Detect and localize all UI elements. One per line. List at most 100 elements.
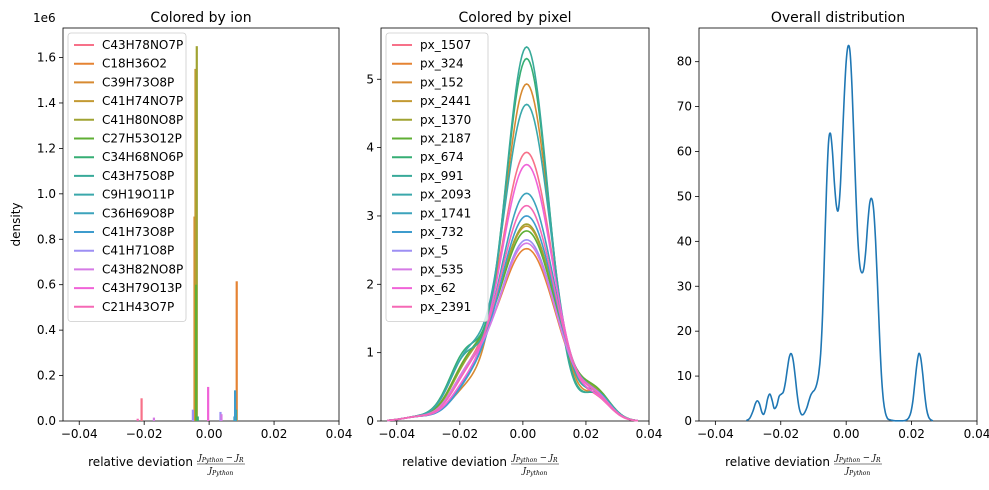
x-tick-label: 0.02	[261, 427, 288, 441]
legend-entry: px_324	[420, 57, 464, 71]
y-tick-label: 0.4	[37, 323, 56, 337]
histogram-bar	[152, 417, 156, 421]
x-tick-label: 0.04	[636, 427, 663, 441]
legend-frame	[385, 32, 489, 322]
y-tick-label: 2	[366, 277, 374, 291]
histogram-bar	[220, 414, 223, 421]
legend-entry: px_152	[420, 75, 464, 89]
legend-entry: px_1507	[420, 38, 471, 52]
histogram-bar	[136, 418, 139, 421]
y-offset-text: 1e6	[33, 11, 56, 25]
legend-entry: C36H69O8P	[102, 206, 174, 220]
x-tick-label: 0.00	[833, 427, 860, 441]
y-tick-label: 50	[677, 189, 692, 203]
y-tick-label: 30	[677, 279, 692, 293]
y-tick-label: 0.2	[37, 369, 56, 383]
y-tick-label: 1.0	[37, 187, 56, 201]
x-tick-label: 0.04	[326, 427, 353, 441]
legend-entry: C41H73O8P	[102, 225, 174, 239]
histogram-bar	[195, 284, 198, 421]
x-tick-label: 0.02	[898, 427, 925, 441]
x-tick-label: −0.04	[378, 427, 415, 441]
y-tick-label: 60	[677, 145, 692, 159]
axes-frame	[698, 27, 978, 422]
legend-entry: px_991	[420, 169, 464, 183]
fraction-denominator: JPython	[521, 466, 548, 477]
y-tick-label: 20	[677, 324, 692, 338]
fraction-numerator: JPython − JR	[833, 453, 881, 464]
x-axis-label-fraction: JPython − JR JPython	[510, 453, 559, 477]
x-tick-label: −0.02	[762, 427, 799, 441]
x-tick-label: −0.02	[441, 427, 478, 441]
x-tick-label: 0.00	[196, 427, 223, 441]
histogram-bar	[140, 398, 143, 421]
y-tick-label: 0	[366, 414, 374, 428]
chart-title: Overall distribution	[771, 10, 905, 26]
histogram-bar	[233, 390, 237, 421]
legend-entry: C41H74NO7P	[102, 94, 183, 108]
x-axis-label-fraction: JPython − JR JPython	[196, 453, 245, 477]
y-tick-label: 1.2	[37, 141, 56, 155]
legend-entry: px_2391	[420, 300, 471, 314]
histogram-bar	[235, 281, 238, 421]
legend: px_1507 px_324 px_152 px_2441 px_1370 px_2187…	[385, 32, 489, 322]
chart-title: Colored by ion	[150, 10, 251, 26]
legend-entry: C27H53O12P	[102, 132, 182, 146]
x-tick-label: 0.02	[573, 427, 600, 441]
y-tick-label: 1.6	[37, 51, 56, 65]
y-tick-label: 0.0	[37, 414, 56, 428]
axes-frame	[62, 27, 340, 422]
y-tick-label: 10	[677, 369, 692, 383]
x-tick-label: −0.04	[61, 427, 98, 441]
legend-entry: px_2441	[420, 94, 471, 108]
legend-entry: px_62	[420, 281, 456, 295]
y-tick-label: 0.6	[37, 278, 56, 292]
fraction-denominator: JPython	[207, 466, 234, 477]
y-tick-label: 0	[684, 414, 692, 428]
x-tick-label: −0.02	[126, 427, 163, 441]
axes-2: −0.04 −0.02 0.00 0.02 0.04 0 1 2 3 4 5 Colored by p…	[366, 10, 662, 477]
legend-frame	[67, 32, 187, 322]
overall-kde-line	[745, 44, 934, 422]
histogram-bar	[194, 68, 197, 422]
axes-3: −0.04 −0.02 0.00 0.02 0.04 0 10 20 30 40 50 60 70 80 O…	[677, 10, 989, 477]
fraction-numerator: JPython − JR	[510, 453, 558, 464]
legend-entry: C41H80NO8P	[102, 113, 183, 127]
legend-entry: C43H78NO7P	[102, 38, 183, 52]
legend-entry: C43H79O13P	[102, 281, 182, 295]
legend-entry: C41H71O8P	[102, 244, 174, 258]
y-tick-label: 5	[366, 72, 374, 86]
legend-entry: C43H75O8P	[102, 169, 174, 183]
legend-entry: C21H43O7P	[102, 300, 174, 314]
legend-entry: px_674	[420, 150, 464, 164]
y-tick-label: 4	[366, 141, 374, 155]
y-tick-label: 1	[366, 346, 374, 360]
kde-line-px_2391	[387, 204, 639, 422]
legend-entry: px_1370	[420, 113, 471, 127]
y-tick-label: 70	[677, 100, 692, 114]
x-axis-label: relative deviation	[725, 455, 830, 469]
axes-1: −0.04 −0.02 0.00 0.02 0.04 0.0 0.2 0.4 0.6 0.8 1.0…	[9, 10, 352, 477]
x-tick-label: −0.04	[697, 427, 734, 441]
x-axis-label: relative deviation	[88, 455, 193, 469]
kde-line-px_2187	[387, 230, 639, 422]
legend-entry: px_2093	[420, 188, 471, 202]
legend-entry: px_2187	[420, 132, 471, 146]
histogram-bar	[191, 409, 194, 421]
x-axis-label-fraction: JPython − JR JPython	[833, 453, 882, 477]
legend-entry: C18H36O2	[102, 57, 167, 71]
kde-lines	[387, 46, 639, 422]
legend-entry: px_5	[420, 244, 448, 258]
legend-entry: C9H19O11P	[102, 188, 174, 202]
legend-entry: C34H68NO6P	[102, 150, 183, 164]
chart-title: Colored by pixel	[459, 10, 572, 26]
fraction-denominator: JPython	[844, 466, 871, 477]
histogram-bar	[195, 46, 198, 422]
y-tick-label: 1.4	[37, 96, 56, 110]
legend: C43H78NO7P C18H36O2 C39H73O8P C41H74NO7P C41…	[67, 32, 187, 322]
legend-entry: px_732	[420, 225, 464, 239]
legend-entry: px_1741	[420, 206, 471, 220]
x-axis-label: relative deviation	[402, 455, 507, 469]
y-tick-label: 80	[677, 55, 692, 69]
